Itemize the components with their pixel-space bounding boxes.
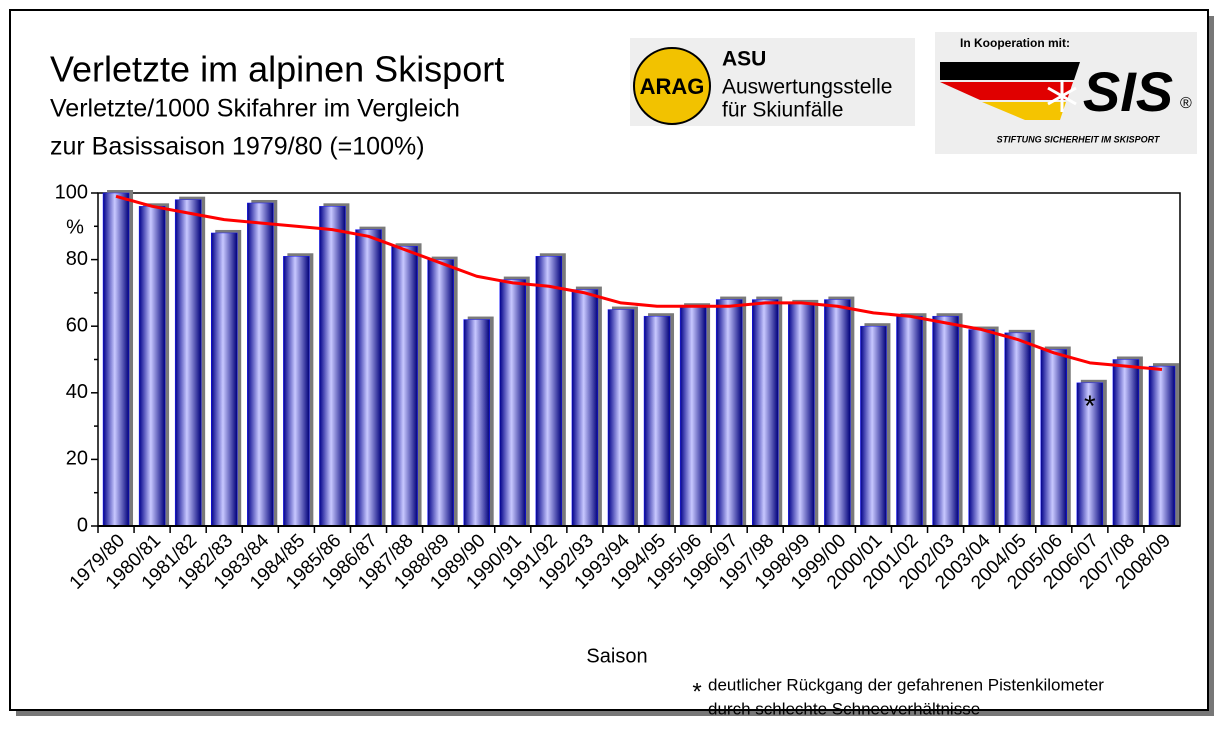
y-tick-label: 100: [55, 181, 88, 203]
bar: [283, 256, 310, 527]
marker: *: [1084, 390, 1096, 423]
y-tick-label: 40: [66, 381, 88, 403]
bar: [643, 315, 671, 527]
registered-mark: ®: [1180, 95, 1192, 112]
bar: [896, 315, 923, 527]
bar: [679, 305, 707, 527]
bar: [1076, 382, 1104, 527]
snowflake: [1047, 80, 1077, 112]
bar: [174, 199, 202, 527]
y-axis-label: %: [66, 216, 84, 238]
bar: [427, 259, 454, 527]
bar: [751, 299, 779, 527]
bar: [247, 202, 274, 527]
bar: [824, 299, 851, 527]
bar: [715, 299, 743, 527]
bar: [138, 206, 166, 527]
asu-text: ASU: [722, 48, 766, 71]
note-symbol: *: [692, 678, 701, 705]
y-tick-label: 0: [77, 514, 88, 536]
sis-text: SIS: [1083, 60, 1173, 123]
logo-stripe: [982, 102, 1066, 120]
arag-text: ARAG: [640, 74, 705, 99]
bar: [860, 325, 887, 527]
bar: [788, 302, 815, 527]
chart-subtitle: zur Basissaison 1979/80 (=100%): [50, 133, 425, 161]
cooperation-text: In Kooperation mit:: [960, 36, 1070, 50]
y-tick-label: 80: [66, 248, 88, 270]
bar: [1040, 349, 1068, 527]
logo-stripe: [940, 82, 1073, 100]
bar: [571, 289, 599, 527]
bar: [391, 246, 418, 527]
x-axis-label: Saison: [586, 645, 647, 667]
bar: [102, 192, 130, 527]
asu-line: Auswertungsstelle: [722, 76, 892, 99]
y-tick-label: 20: [66, 448, 88, 470]
logo-stripe: [940, 62, 1080, 80]
note-line: durch schlechte Schneeverhältnisse: [708, 699, 980, 718]
bar: [535, 256, 563, 527]
bar: [1148, 365, 1176, 527]
bar: [607, 309, 635, 527]
bar: [1112, 359, 1140, 527]
bar: [210, 232, 238, 527]
asu-line: für Skiunfälle: [722, 99, 843, 122]
note-line: deutlicher Rückgang der gefahrenen Piste…: [708, 675, 1104, 694]
bar: [319, 206, 346, 527]
y-tick-label: 60: [66, 314, 88, 336]
chart-subtitle: Verletzte/1000 Skifahrer im Vergleich: [50, 95, 460, 123]
bar: [499, 279, 527, 527]
bar: [355, 229, 382, 527]
arag-logo: [633, 47, 711, 125]
trend-line: [115, 194, 1163, 371]
chart-title: Verletzte im alpinen Skisport: [50, 49, 504, 90]
bar: [463, 319, 490, 527]
bar: [932, 315, 959, 527]
bar: [968, 329, 995, 527]
sis-name: STIFTUNG SICHERHEIT IM SKISPORT: [997, 134, 1161, 144]
bar: [1004, 332, 1031, 527]
